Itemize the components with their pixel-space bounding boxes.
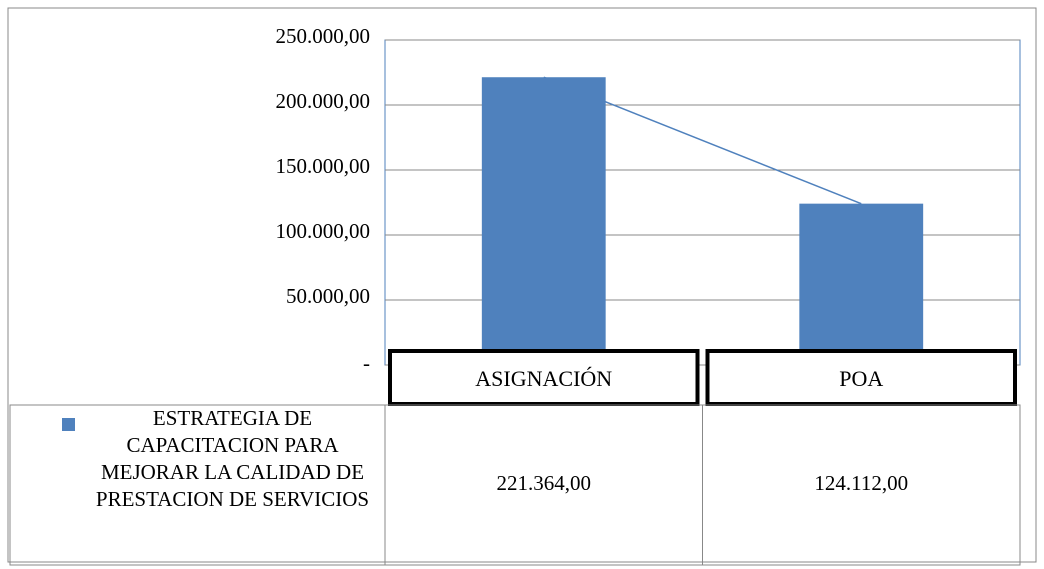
x-tick-label: ASIGNACIÓN bbox=[475, 366, 612, 391]
legend-marker bbox=[62, 418, 75, 431]
legend-label: ESTRATEGIA DE CAPACITACION PARA MEJORAR … bbox=[95, 406, 370, 511]
y-tick-label: 100.000,00 bbox=[276, 219, 371, 243]
data-label: 221.364,00 bbox=[497, 471, 592, 495]
x-tick-label: POA bbox=[839, 366, 883, 391]
y-tick-label: 200.000,00 bbox=[276, 89, 371, 113]
y-tick-label: 50.000,00 bbox=[286, 284, 370, 308]
legend-label-box: ESTRATEGIA DE CAPACITACION PARA MEJORAR … bbox=[95, 406, 370, 511]
y-tick-label: 150.000,00 bbox=[276, 154, 371, 178]
y-tick-label: 250.000,00 bbox=[276, 24, 371, 48]
bar bbox=[481, 77, 606, 365]
category-box bbox=[388, 349, 700, 406]
data-label: 124.112,00 bbox=[814, 471, 908, 495]
y-tick-label: - bbox=[363, 351, 370, 375]
table-value-cell bbox=[702, 404, 1021, 566]
category-box bbox=[705, 349, 1017, 406]
bar bbox=[799, 203, 924, 365]
